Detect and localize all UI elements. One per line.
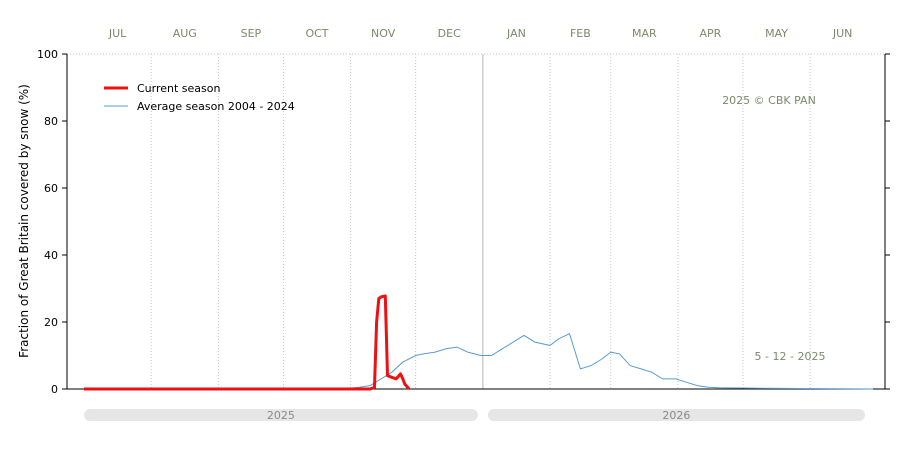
- y-tick-label: 100: [37, 48, 58, 61]
- month-label: DEC: [438, 27, 461, 40]
- source-annotation: 2025 © CBK PAN: [722, 94, 816, 107]
- year-bars: 2025 2026: [84, 409, 865, 422]
- y-ticks: 0 20 40 60 80 100: [37, 48, 890, 396]
- y-axis-label: Fraction of Great Britain covered by sno…: [17, 84, 31, 358]
- legend: Current season Average season 2004 - 2024: [104, 82, 295, 113]
- date-annotation: 5 - 12 - 2025: [755, 350, 826, 363]
- y-tick-label: 40: [44, 249, 58, 262]
- month-label: FEB: [570, 27, 591, 40]
- y-tick-label: 60: [44, 182, 58, 195]
- year-bar: [84, 409, 478, 421]
- month-label: APR: [700, 27, 722, 40]
- current-season-line: [84, 294, 411, 391]
- year-label: 2026: [662, 409, 690, 422]
- legend-label-average: Average season 2004 - 2024: [137, 100, 295, 113]
- year-label: 2025: [267, 409, 295, 422]
- month-label: AUG: [173, 27, 197, 40]
- series-lines: [84, 294, 874, 391]
- month-label: MAR: [632, 27, 657, 40]
- month-labels: JUL AUG SEP OCT NOV DEC JAN FEB MAR APR MAY JUN: [108, 27, 853, 40]
- month-label: SEP: [241, 27, 262, 40]
- month-label: OCT: [305, 27, 328, 40]
- legend-label-current: Current season: [137, 82, 221, 95]
- year-bar: [487, 409, 865, 421]
- y-tick-label: 0: [51, 383, 58, 396]
- y-tick-label: 20: [44, 316, 58, 329]
- grid: [67, 53, 885, 389]
- month-label: JUL: [108, 27, 127, 40]
- month-label: JAN: [506, 27, 526, 40]
- average-season-line: [84, 333, 874, 390]
- month-label: MAY: [765, 27, 788, 40]
- month-label: JUN: [832, 27, 853, 40]
- y-tick-label: 80: [44, 115, 58, 128]
- month-label: NOV: [371, 27, 396, 40]
